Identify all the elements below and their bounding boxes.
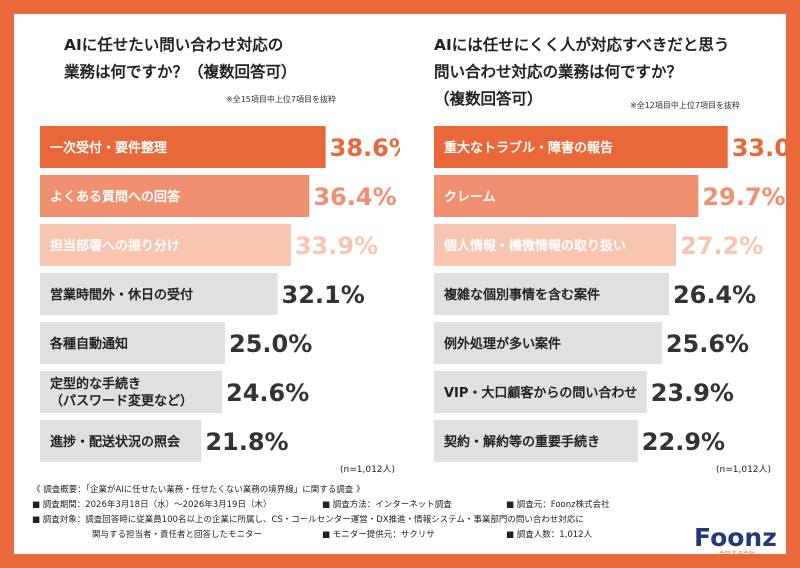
- value-label: 36.4%: [313, 183, 396, 211]
- bar-label: 各種自動通知: [49, 336, 128, 352]
- chart-note-left: ※全15項目中上位7項目を抜粋: [226, 95, 336, 104]
- survey-period: ■ 調査期間：2026年3月18日（水）～2026年3月19日（木）: [32, 500, 272, 510]
- survey-source: ■ 調査元：Foonz株式会社: [506, 500, 610, 510]
- chart-title-left-line2: 業務は何ですか？（複数回答可）: [64, 63, 297, 81]
- bar: [434, 175, 699, 217]
- survey-target-line1: ■ 調査対象：調査回答時に従業員100名以上の企業に所属し、CS・コールセンター…: [32, 515, 584, 525]
- bar: [40, 322, 225, 364]
- chart-title-left-line1: AIに任せたい問い合わせ対応の: [64, 36, 284, 54]
- bar-label: 例外処理が多い案件: [444, 336, 561, 352]
- chart-title-left: AIに任せたい問い合わせ対応の 業務は何ですか？（複数回答可）: [64, 32, 297, 86]
- chart-title-right: AIには任せにくく人が対応すべきだと思う 問い合わせ対応の業務は何ですか？ （複…: [434, 32, 729, 113]
- value-label: 33.9%: [295, 232, 378, 260]
- chart-note-right: ※全12項目中上位7項目を抜粋: [630, 101, 740, 110]
- value-label: 38.6%: [330, 134, 400, 162]
- sample-size-right: (n=1,012人): [716, 465, 772, 475]
- bar: [40, 175, 310, 217]
- survey-title: 《 調査概要：「企業がAIに任せたい業務・任せたくない業務の境界線」に関する調査…: [32, 485, 365, 495]
- bar-label: 一次受付・要件整理: [50, 140, 167, 156]
- value-label: 23.9%: [651, 379, 734, 407]
- chart-title-right-line1: AIには任せにくく人が対応すべきだと思う: [434, 36, 730, 54]
- bar-label: よくある質問への回答: [50, 189, 181, 205]
- value-label: 24.6%: [226, 379, 309, 407]
- bar-label: 契約・解約等の重要手続き: [443, 434, 600, 450]
- bar-label: 個人情報・機微情報の取り扱い: [443, 238, 626, 254]
- bar-label: 担当部署への振り分け: [50, 238, 180, 254]
- bar: [434, 224, 677, 266]
- value-label: 25.0%: [229, 330, 312, 358]
- bar: [434, 322, 662, 364]
- value-label: 25.6%: [666, 330, 749, 358]
- survey-monitor: ■ モニター提供元：サクリサ: [322, 530, 435, 540]
- bar-label: 定型的な手続き（パスワード変更など）: [49, 376, 193, 409]
- bar: [40, 420, 202, 462]
- survey-target-line2: 関与する担当者・責任者と回答したモニター: [92, 530, 263, 540]
- bar-label: 重大なトラブル・障害の報告: [444, 140, 613, 156]
- bar: [40, 273, 278, 315]
- survey-method: ■ 調査方法：インターネット調査: [322, 500, 452, 510]
- bar-label: VIP・大口顧客からの問い合わせ: [444, 385, 637, 401]
- infographic-card: AIに任せたい問い合わせ対応の 業務は何ですか？（複数回答可） ※全15項目中上…: [14, 14, 786, 558]
- bar: [434, 273, 669, 315]
- value-label: 22.9%: [642, 428, 725, 456]
- value-label: 33.0%: [732, 134, 786, 162]
- bar-label: 複雑な個別事情を含む案件: [443, 287, 600, 303]
- bar-label: 営業時間外・休日の受付: [50, 287, 193, 303]
- value-label: 29.7%: [702, 183, 785, 211]
- bar-label: クレーム: [444, 190, 496, 205]
- sample-size-left: (n=1,012人): [340, 465, 396, 475]
- chart-title-right-line2: 問い合わせ対応の業務は何ですか？: [434, 63, 683, 81]
- value-label: 26.4%: [673, 281, 756, 309]
- chart-title-right-line3: （複数回答可）: [434, 90, 543, 108]
- bar: [434, 420, 638, 462]
- foonz-logo: Foonz 会話する会社: [694, 523, 780, 563]
- logo-tagline: 会話する会社: [718, 551, 755, 558]
- bar-label: 進捗・配送状況の照会: [50, 434, 181, 450]
- bar: [40, 126, 326, 168]
- value-label: 27.2%: [680, 232, 763, 260]
- bar: [40, 371, 223, 413]
- bar-chart-right: 重大なトラブル・障害の報告 33.0% クレーム 29.7% 個人情報・機微情報の取り扱…: [434, 126, 786, 462]
- survey-count: ■ 調査人数：1,012人: [506, 530, 593, 540]
- bar-chart-left: 一次受付・要件整理 38.6% よくある質問への回答 36.4% 担当部署への振り分け 3…: [40, 126, 400, 462]
- value-label: 21.8%: [205, 428, 288, 456]
- value-label: 32.1%: [282, 281, 365, 309]
- bar: [434, 126, 728, 168]
- bar: [40, 224, 291, 266]
- logo-wordmark: Foonz: [694, 523, 777, 552]
- bar: [434, 371, 647, 413]
